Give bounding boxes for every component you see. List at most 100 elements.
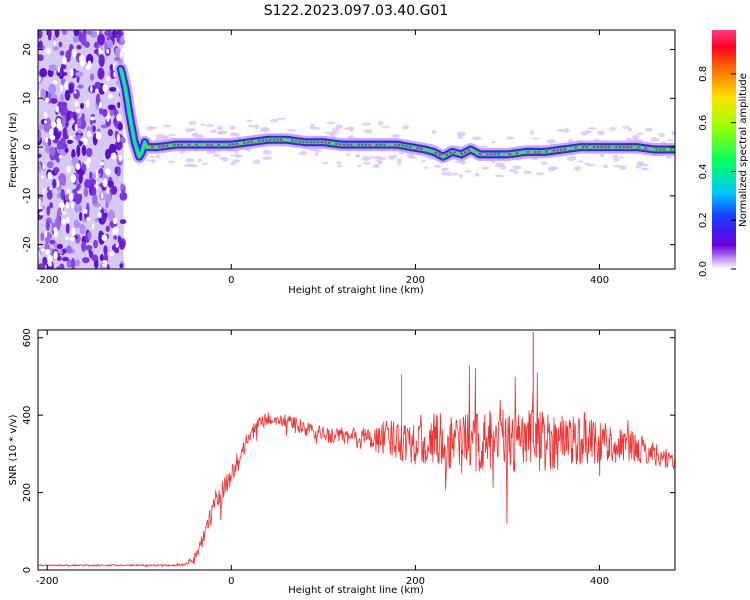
x-tick-label: 200 [406,576,425,587]
halo-blob [299,150,308,156]
noise-gap [95,88,99,93]
halo-blob [512,165,522,170]
halo-blob [409,156,418,159]
noise-blob [116,34,120,43]
noise-blob [77,129,82,134]
halo-blob [523,170,533,175]
x-tick-label: 0 [228,576,234,587]
noise-blob [86,30,93,35]
halo-blob [626,138,636,142]
noise-blob [48,83,57,95]
halo-blob [309,127,317,130]
noise-blob [93,41,99,49]
noise-gap [115,244,119,248]
halo-blob [513,171,519,175]
noise-blob [100,214,107,224]
halo-blob [566,156,577,162]
halo-blob [286,129,297,132]
halo-blob [345,153,351,157]
doppler-peak-mark [438,153,442,157]
noise-gap [116,113,122,122]
halo-blob [423,166,429,169]
halo-blob [532,137,540,140]
noise-blob [117,122,123,131]
noise-blob [80,102,85,110]
colorbar: 0.0 0.2 0.4 0.6 0.8 Normalized spectral ampl… [698,30,749,277]
halo-blob [636,132,644,136]
noise-gap [43,111,48,120]
halo-blob [406,153,415,157]
halo-blob [578,160,583,163]
halo-blob [197,158,202,163]
noise-blob [38,153,42,159]
halo-blob [645,127,653,132]
noise-gap [71,48,77,58]
noise-blob [72,34,80,44]
noise-blob [56,156,60,163]
halo-blob [508,169,517,172]
halo-blob [613,157,620,163]
halo-blob [200,123,206,126]
noise-blob [119,219,127,225]
noise-blob [104,40,108,52]
doppler-peak-mark [474,151,478,154]
halo-blob [393,134,399,138]
noise-blob [74,259,81,267]
doppler-peak-mark [423,148,427,151]
noise-blob [108,87,117,92]
halo-blob [229,154,240,157]
noise-gap [70,173,77,183]
colorbar-tick-label: 0.2 [698,212,709,228]
noise-blob [81,144,87,157]
noise-blob [46,161,54,169]
y-tick-label: 0 [22,567,33,573]
noise-gap [45,47,52,55]
noise-gap [101,192,104,199]
spectrogram-x-label: Height of straight line (km) [288,285,424,296]
noise-blob [89,73,95,81]
noise-blob [92,193,98,206]
noise-blob [106,264,110,269]
halo-blob [433,164,442,168]
doppler-peak-mark [456,152,460,155]
noise-blob [59,101,68,108]
colorbar-tick-label: 0.6 [698,115,709,131]
noise-blob [66,259,72,268]
noise-gap [110,152,117,160]
halo-blob [356,164,363,167]
x-tick-label: 0 [228,275,234,286]
halo-blob [188,120,197,126]
noise-blob [49,239,56,245]
halo-blob [596,130,605,136]
noise-gap [77,190,82,194]
noise-blob [59,263,65,269]
halo-blob [147,126,158,130]
noise-gap [70,68,74,77]
halo-blob [587,127,597,130]
noise-blob [70,257,76,269]
noise-blob [68,83,74,94]
y-tick-label: 0 [22,144,33,150]
halo-blob [372,163,380,169]
noise-blob [56,209,60,223]
halo-blob [211,129,217,134]
halo-blob [464,169,472,173]
doppler-peak-mark [463,150,467,154]
noise-gap [66,188,71,195]
noise-gap [68,193,74,201]
noise-gap [78,54,85,64]
noise-blob [85,147,93,157]
noise-gap [87,60,92,69]
noise-gap [98,47,101,51]
spectrogram-y-axis: 20 10 0 -10 -20 [22,43,675,253]
halo-blob [481,166,490,170]
noise-blob [60,63,67,70]
noise-gap [48,261,53,267]
y-tick-label: 600 [22,328,33,347]
noise-gap [75,162,81,170]
halo-blob [671,130,675,136]
halo-blob [377,120,384,126]
halo-blob [322,161,329,165]
halo-blob [431,130,437,134]
